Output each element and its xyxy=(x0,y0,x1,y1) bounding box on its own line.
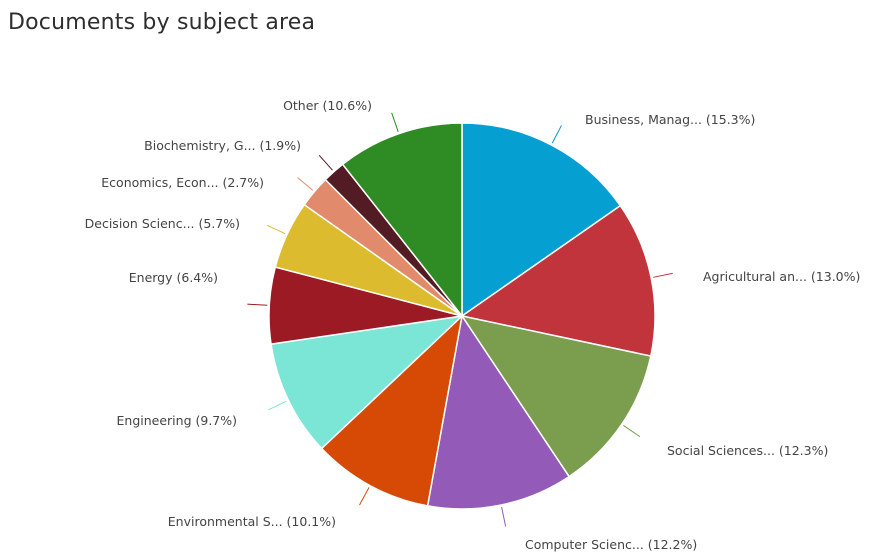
leader-line xyxy=(266,224,286,235)
pie-slice[interactable] xyxy=(426,314,571,510)
leader-lines-layer xyxy=(247,112,673,527)
labels-layer: Business, Manag... (15.3%) Agricultural a… xyxy=(85,98,861,552)
leader-line xyxy=(297,177,314,191)
pie-slice[interactable] xyxy=(341,122,463,319)
chart-title: Documents by subject area xyxy=(8,10,316,35)
slice-label: Biochemistry, G... (1.9%) xyxy=(144,138,301,153)
pie-slice[interactable] xyxy=(460,204,656,357)
slice-label: Social Sciences... (12.3%) xyxy=(667,443,828,458)
slices-layer xyxy=(268,122,656,510)
slice-label: Business, Manag... (15.3%) xyxy=(585,112,755,127)
slice-label: Computer Scienc... (12.2%) xyxy=(525,537,697,552)
leader-line xyxy=(391,112,399,132)
leader-line xyxy=(318,154,333,171)
leader-line xyxy=(551,125,562,144)
leader-line xyxy=(359,487,370,506)
slice-label: Environmental S... (10.1%) xyxy=(168,514,336,529)
pie-slice[interactable] xyxy=(461,122,622,318)
slice-label: Economics, Econ... (2.7%) xyxy=(101,175,264,190)
pie-slice[interactable] xyxy=(320,313,464,507)
leader-line xyxy=(247,303,268,306)
slice-label: Other (10.6%) xyxy=(283,98,372,113)
leader-line xyxy=(501,506,507,527)
slice-label: Decision Scienc... (5.7%) xyxy=(85,216,240,231)
pie-slice[interactable] xyxy=(460,314,652,478)
slice-label: Energy (6.4%) xyxy=(129,270,218,285)
slice-label: Agricultural an... (13.0%) xyxy=(703,269,860,284)
slice-label: Engineering (9.7%) xyxy=(117,413,237,428)
leader-line xyxy=(653,272,673,278)
leader-line xyxy=(268,400,287,411)
leader-line xyxy=(623,425,641,438)
pie-slice[interactable] xyxy=(270,314,465,450)
